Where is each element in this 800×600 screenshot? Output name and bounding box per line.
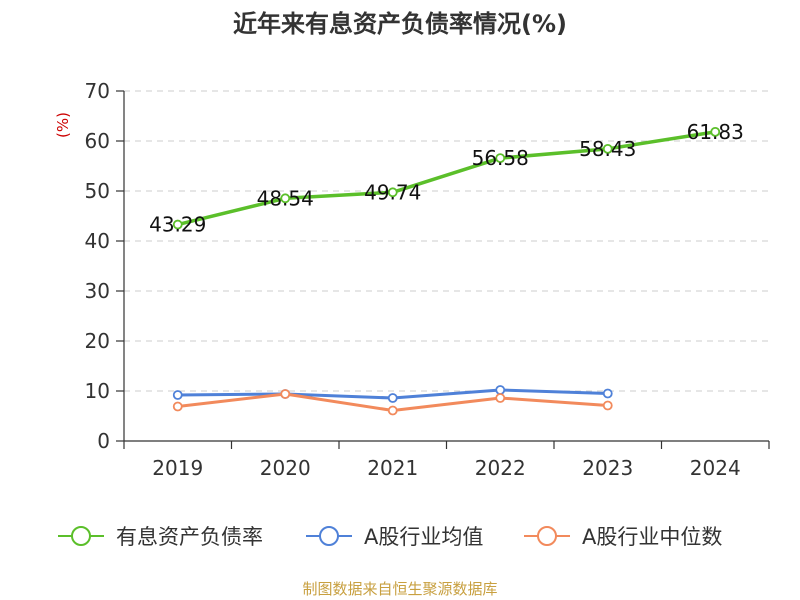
legend-item[interactable]: A股行业均值: [306, 525, 483, 549]
y-tick-label: 20: [85, 329, 110, 353]
data-point: [387, 405, 398, 416]
series-layer: [172, 126, 721, 416]
data-point: [602, 388, 613, 399]
chart-title: 近年来有息资产负债率情况(%): [233, 10, 567, 38]
x-tick-label: 2020: [260, 456, 311, 480]
x-tick-label: 2024: [690, 456, 741, 480]
legend-marker: [537, 526, 557, 546]
y-tick-label: 0: [97, 429, 110, 453]
y-axis-unit-label: (%): [54, 112, 72, 138]
source-note: 制图数据来自恒生聚源数据库: [302, 580, 497, 598]
series-2: [172, 389, 613, 416]
legend-item[interactable]: A股行业中位数: [524, 525, 722, 549]
data-point: [602, 143, 613, 154]
data-label: 49.74: [364, 180, 421, 204]
data-point: [280, 389, 291, 399]
grid-lines: [124, 90, 769, 392]
y-tick-label: 30: [85, 279, 110, 303]
y-tick-label: 70: [85, 79, 110, 103]
y-tick-label: 10: [85, 379, 110, 403]
y-tick-label: 60: [85, 129, 110, 153]
data-point: [495, 385, 506, 395]
series-line: [177, 130, 716, 227]
data-label: 48.54: [257, 186, 314, 210]
legend-label: 有息资产负债率: [116, 525, 263, 549]
x-tick-label: 2022: [475, 456, 526, 480]
data-point: [387, 187, 398, 198]
data-point: [495, 393, 506, 403]
data-point: [280, 193, 291, 204]
axes: 0 10 20 30 40 50 60 70 2019 2020 2021 2022 2023 2024: [85, 79, 770, 480]
data-point: [495, 153, 506, 164]
legend-item[interactable]: 有息资产负债率: [58, 525, 263, 549]
data-point: [172, 219, 183, 230]
data-point: [172, 401, 183, 412]
y-tick-label: 50: [85, 179, 110, 203]
legend-marker: [319, 526, 339, 546]
legend-label: A股行业中位数: [582, 525, 722, 549]
series-0: [172, 126, 721, 230]
data-label: 43.29: [149, 213, 206, 237]
y-tick-label: 40: [85, 229, 110, 253]
data-point: [602, 400, 613, 411]
x-tick-label: 2023: [582, 456, 633, 480]
data-label: 56.58: [472, 146, 529, 170]
data-labels: 43.29 48.54 49.74 56.58 58.43 61.83: [149, 120, 744, 237]
data-label: 61.83: [687, 120, 744, 144]
data-point: [387, 393, 398, 403]
x-tick-label: 2021: [367, 456, 418, 480]
legend: 有息资产负债率 A股行业均值 A股行业中位数: [58, 525, 722, 549]
data-label: 58.43: [579, 137, 636, 161]
legend-marker: [71, 526, 91, 546]
data-point: [710, 126, 721, 137]
x-tick-label: 2019: [152, 456, 203, 480]
legend-label: A股行业均值: [364, 525, 483, 549]
data-point: [172, 390, 183, 400]
